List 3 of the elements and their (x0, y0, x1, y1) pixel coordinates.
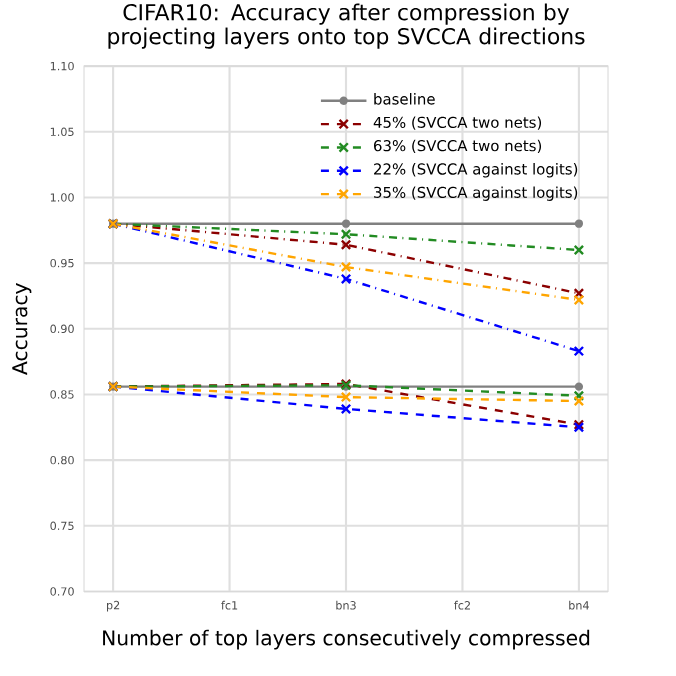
chart-title: CIFAR10: Accuracy after compression by projecting layers onto top SVCCA directions (108, 3, 585, 49)
y-axis-title: Accuracy (12, 283, 32, 375)
x-axis-title: Number of top layers consecutively compressed (103, 629, 590, 650)
